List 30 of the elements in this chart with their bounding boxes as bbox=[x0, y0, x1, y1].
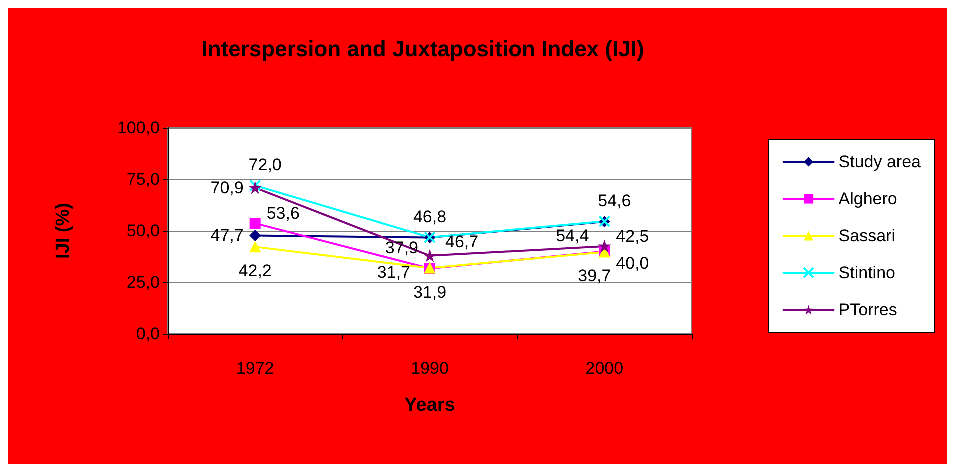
legend-label: Stintino bbox=[838, 264, 896, 282]
data-label: 42,5 bbox=[616, 226, 650, 246]
y-tick-label: 50,0 bbox=[126, 222, 160, 240]
data-label: 46,8 bbox=[413, 208, 447, 227]
y-tick-label: 25,0 bbox=[126, 273, 160, 292]
data-label: 72,0 bbox=[248, 156, 282, 175]
legend-label: PTorres bbox=[838, 300, 898, 320]
chart-title: Interspersion and Juxtaposition Index (IJI) bbox=[202, 36, 644, 62]
data-label: 46,7 bbox=[446, 232, 479, 252]
y-tick-label: 0,0 bbox=[136, 324, 160, 344]
x-tick-label: 2000 bbox=[586, 359, 624, 378]
data-label: 31,9 bbox=[413, 282, 447, 302]
legend-label: Study area bbox=[838, 152, 922, 172]
data-label: 54,6 bbox=[598, 192, 632, 211]
legend-label: Alghero bbox=[838, 190, 898, 208]
data-label: 31,7 bbox=[377, 263, 410, 282]
legend-label: Sassari bbox=[838, 226, 896, 246]
data-label: 47,7 bbox=[210, 226, 244, 246]
data-label: 53,6 bbox=[266, 204, 300, 224]
x-tick-label: 1972 bbox=[236, 359, 274, 378]
x-axis-title: Years bbox=[404, 395, 456, 416]
data-label: 54,4 bbox=[556, 226, 590, 246]
x-tick-label: 1990 bbox=[411, 359, 449, 378]
y-tick-label: 100,0 bbox=[117, 118, 160, 138]
data-label: 42,2 bbox=[238, 262, 272, 281]
data-label: 40,0 bbox=[616, 254, 650, 274]
data-label: 39,7 bbox=[578, 266, 612, 286]
data-label: 70,9 bbox=[210, 178, 244, 198]
y-tick-label: 75,0 bbox=[126, 170, 160, 189]
y-axis-title: IJI (%) bbox=[53, 203, 74, 259]
